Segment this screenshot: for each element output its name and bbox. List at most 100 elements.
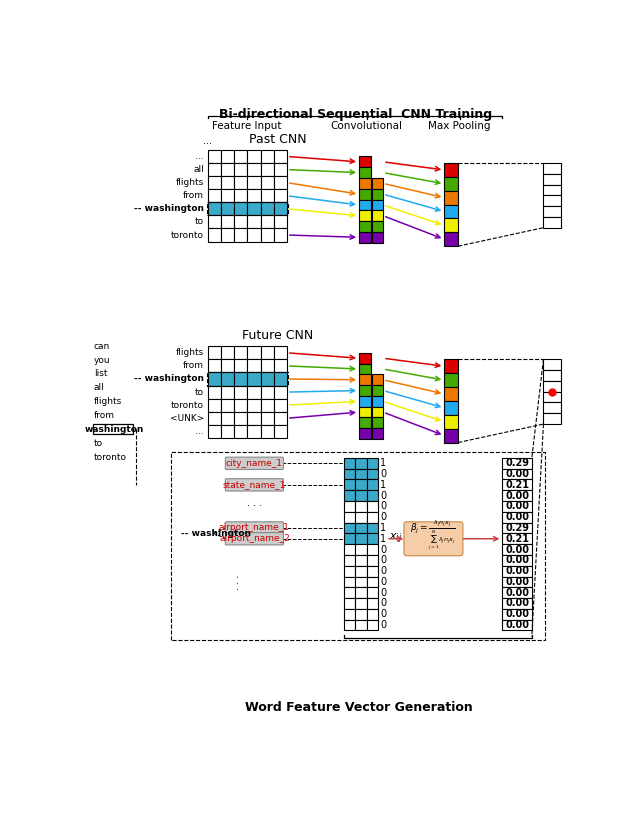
Bar	[248, 163, 260, 176]
Text: · · ·: · · ·	[247, 502, 262, 511]
Bar	[208, 176, 221, 189]
Bar	[359, 199, 371, 211]
Bar	[355, 620, 367, 630]
Bar	[274, 150, 287, 163]
Bar	[248, 411, 260, 425]
Bar	[355, 555, 367, 566]
Bar	[355, 533, 367, 544]
Text: 1: 1	[380, 523, 386, 533]
Bar	[444, 163, 458, 177]
Bar	[355, 458, 367, 469]
Bar	[221, 385, 234, 398]
Bar	[444, 401, 458, 415]
Bar	[274, 398, 287, 411]
Bar	[359, 211, 371, 221]
Text: 0: 0	[380, 512, 386, 522]
Bar	[355, 512, 367, 523]
Text: 0: 0	[380, 577, 386, 587]
Bar	[502, 576, 532, 587]
Bar	[274, 202, 287, 215]
Text: to: to	[195, 388, 204, 397]
Bar	[248, 189, 260, 202]
Bar	[208, 163, 221, 176]
Bar	[208, 411, 221, 425]
Bar	[234, 228, 248, 241]
Bar	[344, 480, 355, 490]
Text: can: can	[94, 341, 110, 350]
Bar	[208, 372, 221, 385]
Bar	[260, 163, 274, 176]
Bar	[502, 587, 532, 598]
Bar	[502, 469, 532, 480]
Text: 0: 0	[380, 502, 386, 511]
Bar	[208, 346, 221, 359]
Bar	[274, 425, 287, 438]
Bar	[221, 189, 234, 202]
Text: 0: 0	[380, 620, 386, 630]
Text: from: from	[183, 362, 204, 371]
Bar	[372, 178, 383, 189]
Bar	[221, 150, 234, 163]
Bar	[543, 217, 561, 228]
Bar	[543, 359, 561, 370]
Text: $\beta_j = \frac{\lambda_j n_j x_j}{\sum_{j=1}^{N} \lambda_j n_j x_j}$: $\beta_j = \frac{\lambda_j n_j x_j}{\sum…	[410, 520, 456, 552]
Bar	[234, 372, 248, 385]
Bar	[502, 555, 532, 566]
Bar	[367, 598, 378, 609]
Text: from: from	[94, 411, 115, 420]
Bar	[248, 359, 260, 372]
Bar	[93, 424, 134, 434]
Bar	[260, 346, 274, 359]
Bar	[543, 392, 561, 402]
Text: 0.00: 0.00	[505, 598, 529, 608]
Bar	[359, 396, 371, 406]
Bar	[367, 458, 378, 469]
Bar	[372, 211, 383, 221]
Bar	[260, 150, 274, 163]
Text: $x_{ij}$: $x_{ij}$	[389, 532, 403, 546]
Bar	[260, 202, 274, 215]
Bar	[248, 176, 260, 189]
Bar	[234, 150, 248, 163]
Bar	[367, 523, 378, 533]
FancyBboxPatch shape	[225, 457, 284, 469]
Text: toronto: toronto	[171, 401, 204, 410]
Bar	[260, 411, 274, 425]
Bar	[208, 398, 221, 411]
Text: Future CNN: Future CNN	[242, 329, 313, 342]
Text: 0.29: 0.29	[505, 523, 529, 533]
Bar	[274, 385, 287, 398]
FancyBboxPatch shape	[404, 522, 463, 556]
Bar	[444, 205, 458, 219]
Text: airport_name_2: airport_name_2	[219, 534, 290, 543]
Bar	[502, 490, 532, 501]
Bar	[274, 163, 287, 176]
Bar	[248, 425, 260, 438]
Bar	[502, 523, 532, 533]
Bar	[355, 480, 367, 490]
Bar	[208, 202, 221, 215]
Bar	[355, 490, 367, 501]
Bar	[248, 150, 260, 163]
Bar	[221, 425, 234, 438]
Bar	[367, 533, 378, 544]
FancyBboxPatch shape	[225, 533, 284, 545]
Text: 0.00: 0.00	[505, 545, 529, 554]
Text: Max Pooling: Max Pooling	[429, 120, 491, 131]
Bar	[444, 373, 458, 387]
Bar	[372, 428, 383, 439]
Bar	[372, 221, 383, 232]
Text: all: all	[193, 165, 204, 174]
Bar	[444, 219, 458, 233]
Bar	[274, 176, 287, 189]
Text: 0.00: 0.00	[505, 577, 529, 587]
Bar	[344, 533, 355, 544]
Bar	[367, 512, 378, 523]
Bar	[367, 501, 378, 512]
Bar	[208, 228, 221, 241]
Bar	[372, 396, 383, 406]
Text: 0.00: 0.00	[505, 555, 529, 565]
Bar	[502, 598, 532, 609]
Bar	[221, 163, 234, 176]
Text: flights: flights	[176, 178, 204, 187]
